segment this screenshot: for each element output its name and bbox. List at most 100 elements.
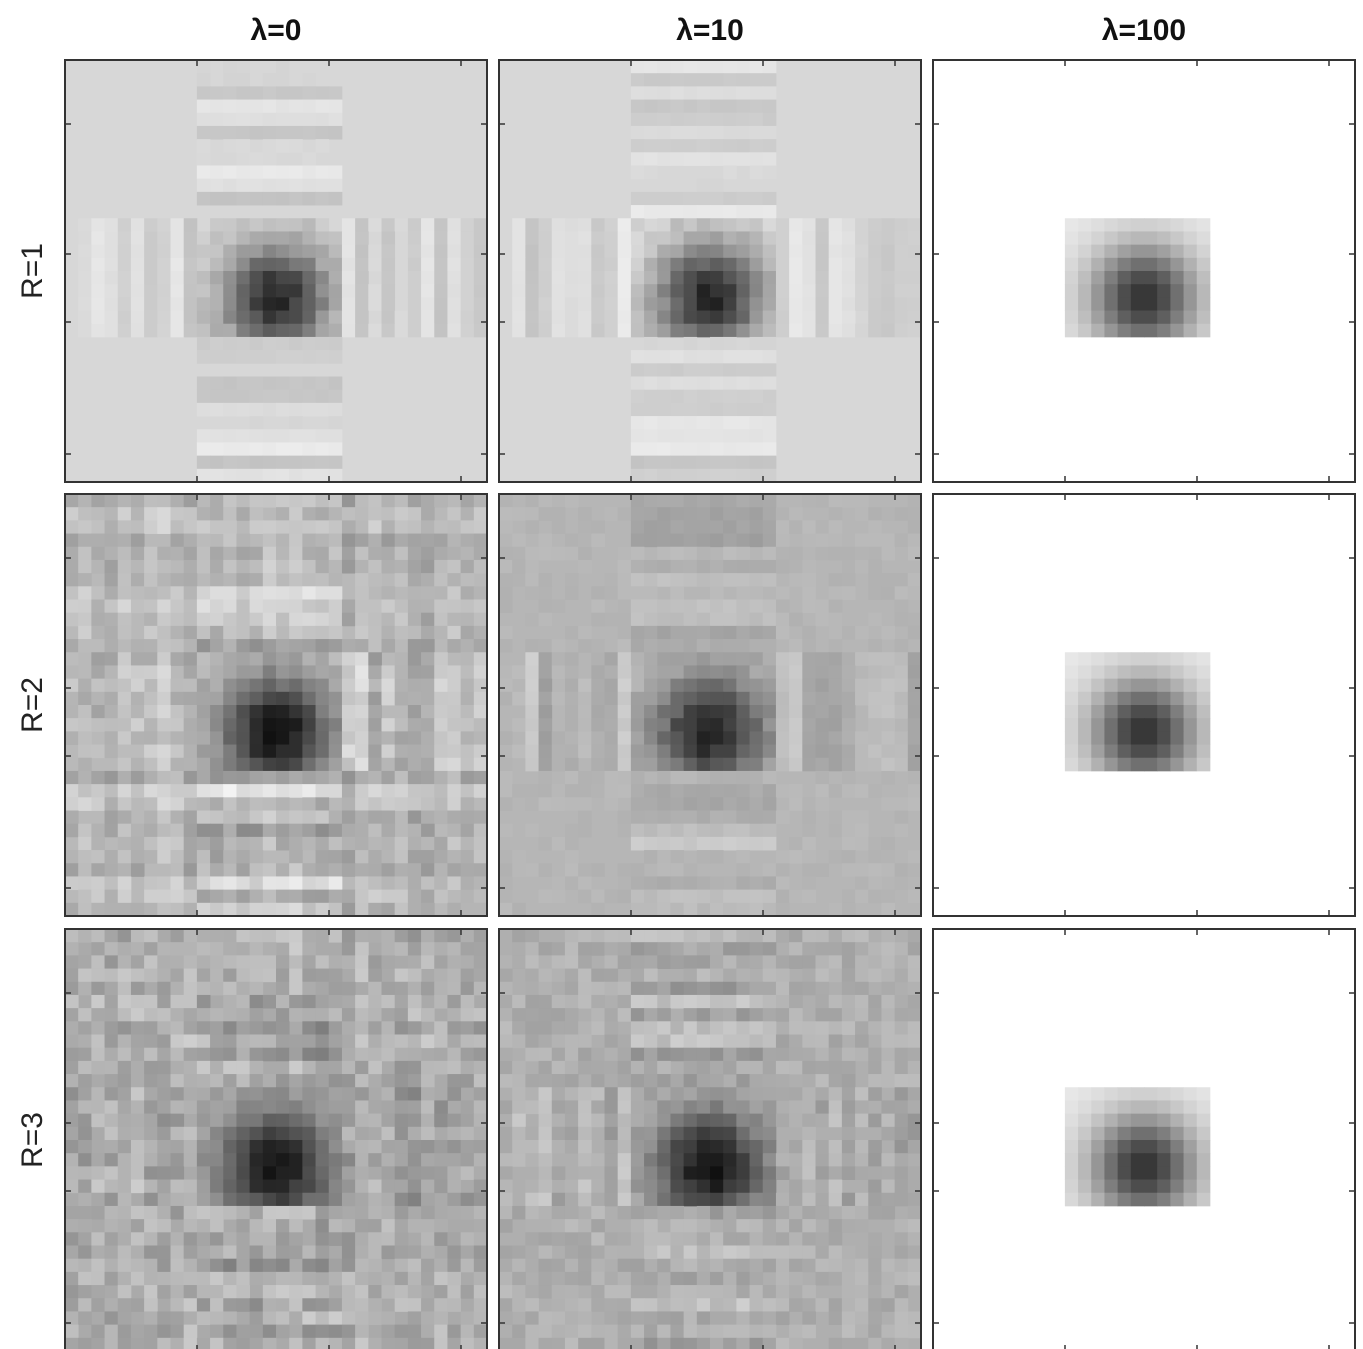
image-cell (316, 1338, 330, 1349)
image-cell (197, 152, 211, 166)
image-cell (355, 1180, 369, 1194)
image-cell (697, 218, 711, 232)
image-cell (302, 1061, 316, 1075)
image-cell (329, 324, 343, 338)
image-cell (842, 1193, 856, 1207)
image-cell (789, 1153, 803, 1167)
image-cell (342, 1193, 356, 1207)
image-cell (395, 613, 409, 627)
image-cell (144, 560, 158, 574)
image-cell (829, 507, 843, 521)
image-cell (316, 652, 330, 666)
image-cell (65, 903, 79, 917)
image-cell (65, 1166, 79, 1180)
image-cell (342, 494, 356, 508)
image-cell (736, 403, 750, 417)
image-cell (210, 218, 224, 232)
image-cell (591, 297, 605, 311)
image-cell (447, 586, 461, 600)
image-cell (408, 494, 422, 508)
image-cell (1144, 1166, 1158, 1180)
image-cell (171, 692, 185, 706)
image-cell (474, 731, 488, 745)
image-cell (499, 1338, 513, 1349)
image-cell (223, 1153, 237, 1167)
image-cell (78, 1219, 92, 1233)
image-cell (723, 995, 737, 1009)
image-cell (171, 1325, 185, 1339)
image-cell (631, 1035, 645, 1049)
image-cell (855, 837, 869, 851)
image-cell (763, 1338, 777, 1349)
image-cell (723, 100, 737, 114)
image-cell (197, 731, 211, 745)
image-cell (499, 1285, 513, 1299)
image-cell (1104, 324, 1118, 338)
image-cell (868, 837, 882, 851)
image-cell (316, 837, 330, 851)
image-cell (65, 679, 79, 693)
image-cell (91, 942, 105, 956)
image-cell (723, 1193, 737, 1207)
image-cell (512, 1074, 526, 1088)
image-cell (1078, 284, 1092, 298)
image-cell (65, 942, 79, 956)
image-cell (525, 718, 539, 732)
image-cell (842, 271, 856, 285)
image-cell (1131, 758, 1145, 772)
image-cell (1091, 1180, 1105, 1194)
image-cell (197, 179, 211, 193)
image-cell (895, 311, 909, 325)
image-cell (512, 1338, 526, 1349)
image-cell (631, 297, 645, 311)
image-cell (723, 429, 737, 443)
image-cell (382, 955, 396, 969)
image-cell (368, 955, 382, 969)
image-cell (657, 1206, 671, 1220)
image-cell (210, 784, 224, 798)
image-cell (895, 297, 909, 311)
image-cell (763, 494, 777, 508)
image-cell (855, 1153, 869, 1167)
image-cell (1091, 297, 1105, 311)
image-cell (289, 324, 303, 338)
image-cell (644, 626, 658, 640)
image-cell (684, 100, 698, 114)
image-cell (631, 731, 645, 745)
image-cell (105, 969, 119, 983)
image-cell (895, 692, 909, 706)
image-cell (395, 494, 409, 508)
image-cell (263, 758, 277, 772)
image-cell (184, 1048, 198, 1062)
image-cell (631, 1074, 645, 1088)
image-cell (91, 494, 105, 508)
image-cell (578, 811, 592, 825)
image-cell (750, 837, 764, 851)
image-cell (78, 639, 92, 653)
image-cell (684, 126, 698, 140)
image-cell (447, 903, 461, 917)
image-cell (263, 890, 277, 904)
image-cell (157, 1100, 171, 1114)
image-cell (461, 745, 475, 759)
image-cell (263, 520, 277, 534)
image-cell (591, 1048, 605, 1062)
image-cell (644, 1074, 658, 1088)
image-cell (908, 652, 922, 666)
image-cell (184, 1338, 198, 1349)
image-cell (618, 1127, 632, 1141)
image-cell (197, 758, 211, 772)
image-cell (552, 1298, 566, 1312)
image-cell (565, 573, 579, 587)
image-cell (670, 942, 684, 956)
image-cell (895, 1074, 909, 1088)
image-cell (565, 758, 579, 772)
image-cell (499, 1127, 513, 1141)
image-cell (263, 942, 277, 956)
image-cell (131, 982, 145, 996)
image-cell (684, 337, 698, 351)
image-cell (78, 771, 92, 785)
image-cell (763, 1219, 777, 1233)
image-cell (789, 942, 803, 956)
image-cell (697, 797, 711, 811)
